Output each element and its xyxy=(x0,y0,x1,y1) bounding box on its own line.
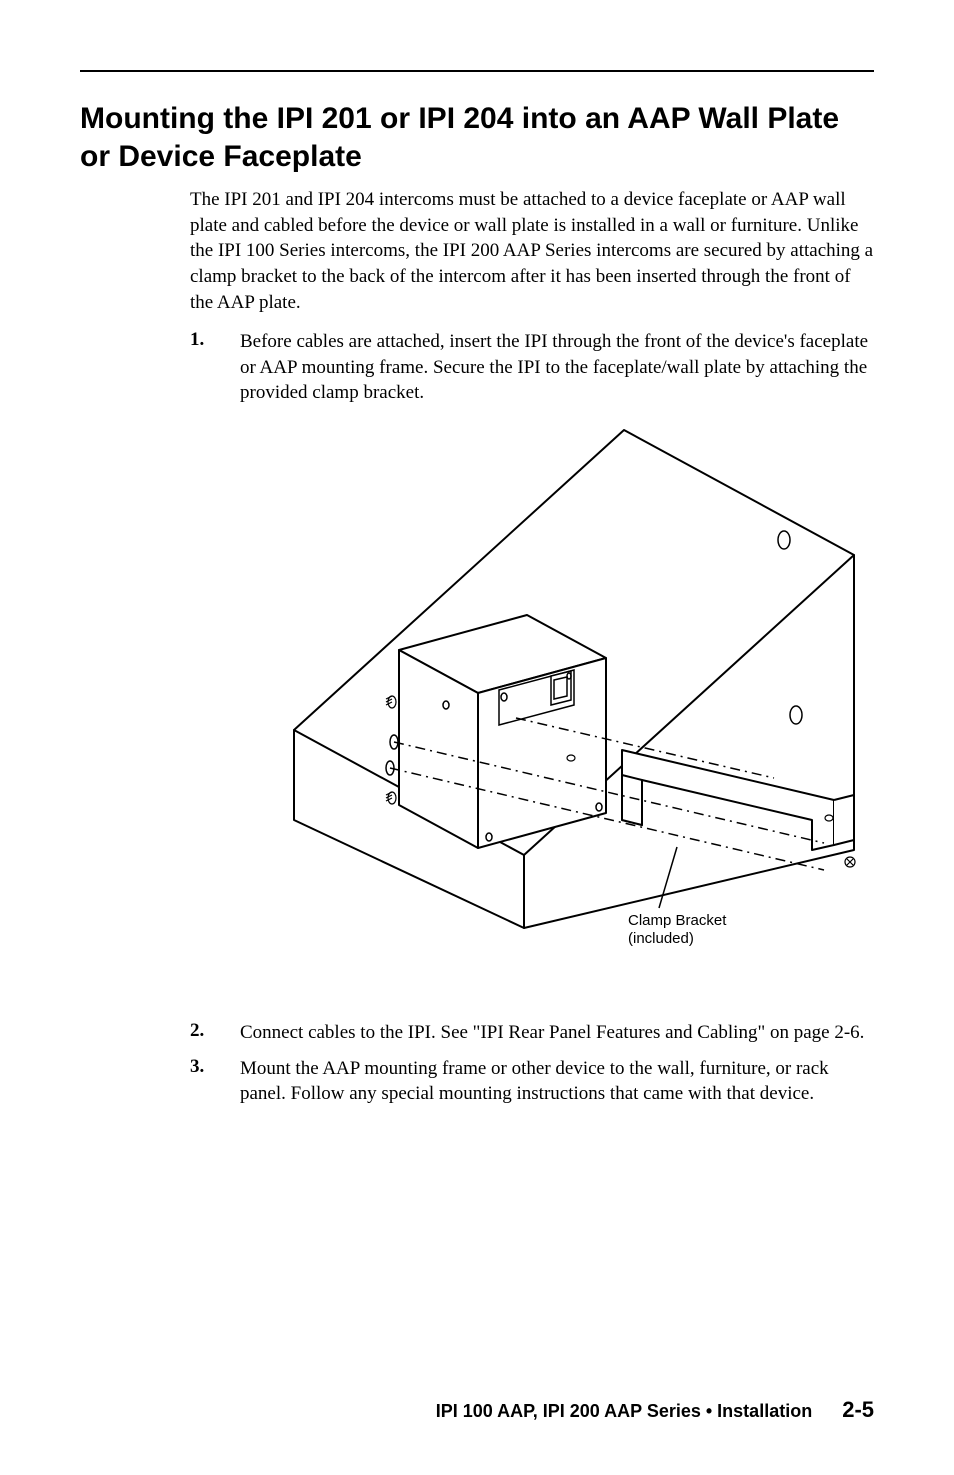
step-1: 1. Before cables are attached, insert th… xyxy=(190,329,874,406)
content-block: The IPI 201 and IPI 204 intercoms must b… xyxy=(190,187,874,1107)
step-number: 1. xyxy=(190,329,240,406)
step-text: Mount the AAP mounting frame or other de… xyxy=(240,1056,874,1107)
page-footer: IPI 100 AAP, IPI 200 AAP Series • Instal… xyxy=(436,1397,874,1423)
footer-title: IPI 100 AAP, IPI 200 AAP Series • Instal… xyxy=(436,1401,812,1422)
step-number: 2. xyxy=(190,1020,240,1046)
diagram-label-line2: (included) xyxy=(628,930,694,947)
step-number: 3. xyxy=(190,1056,240,1107)
step-text: Connect cables to the IPI. See "IPI Rear… xyxy=(240,1020,874,1046)
step-2: 2. Connect cables to the IPI. See "IPI R… xyxy=(190,1020,874,1046)
mounting-diagram: Clamp Bracket (included) xyxy=(190,420,874,1000)
step-3: 3. Mount the AAP mounting frame or other… xyxy=(190,1056,874,1107)
step-text: Before cables are attached, insert the I… xyxy=(240,329,874,406)
top-rule xyxy=(80,70,874,72)
section-heading: Mounting the IPI 201 or IPI 204 into an … xyxy=(80,100,874,175)
diagram-label-line1: Clamp Bracket xyxy=(628,912,727,929)
intro-paragraph: The IPI 201 and IPI 204 intercoms must b… xyxy=(190,187,874,315)
footer-page-number: 2-5 xyxy=(842,1397,874,1423)
